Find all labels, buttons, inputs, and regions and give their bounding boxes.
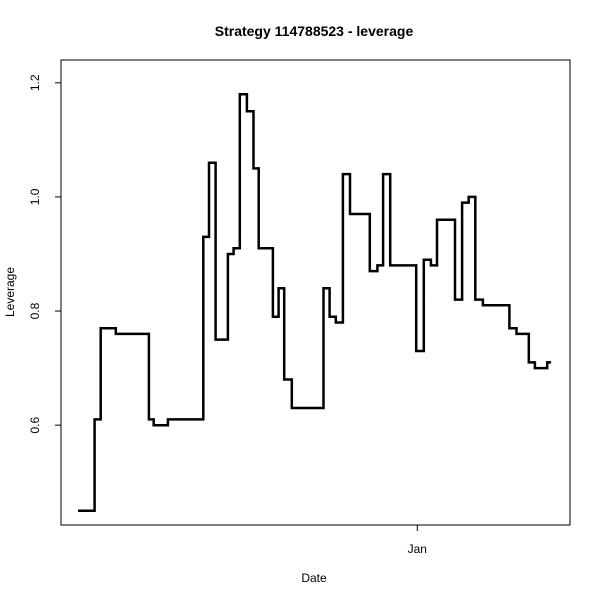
chart-title: Strategy 114788523 - leverage: [215, 23, 414, 39]
y-axis-label: Leverage: [3, 267, 17, 317]
leverage-series-line: [78, 92, 551, 512]
plot-frame: [60, 59, 571, 526]
x-tick-label: Jan: [408, 542, 427, 556]
y-tick-label: 0.8: [28, 302, 42, 319]
y-tick-label: 1.2: [28, 74, 42, 91]
x-axis-label: Date: [301, 571, 327, 585]
y-axis: 0.6 0.8 1.0 1.2: [28, 74, 61, 433]
y-tick-label: 1.0: [28, 188, 42, 205]
x-axis: Jan: [408, 525, 427, 556]
y-tick-label: 0.6: [28, 416, 42, 433]
